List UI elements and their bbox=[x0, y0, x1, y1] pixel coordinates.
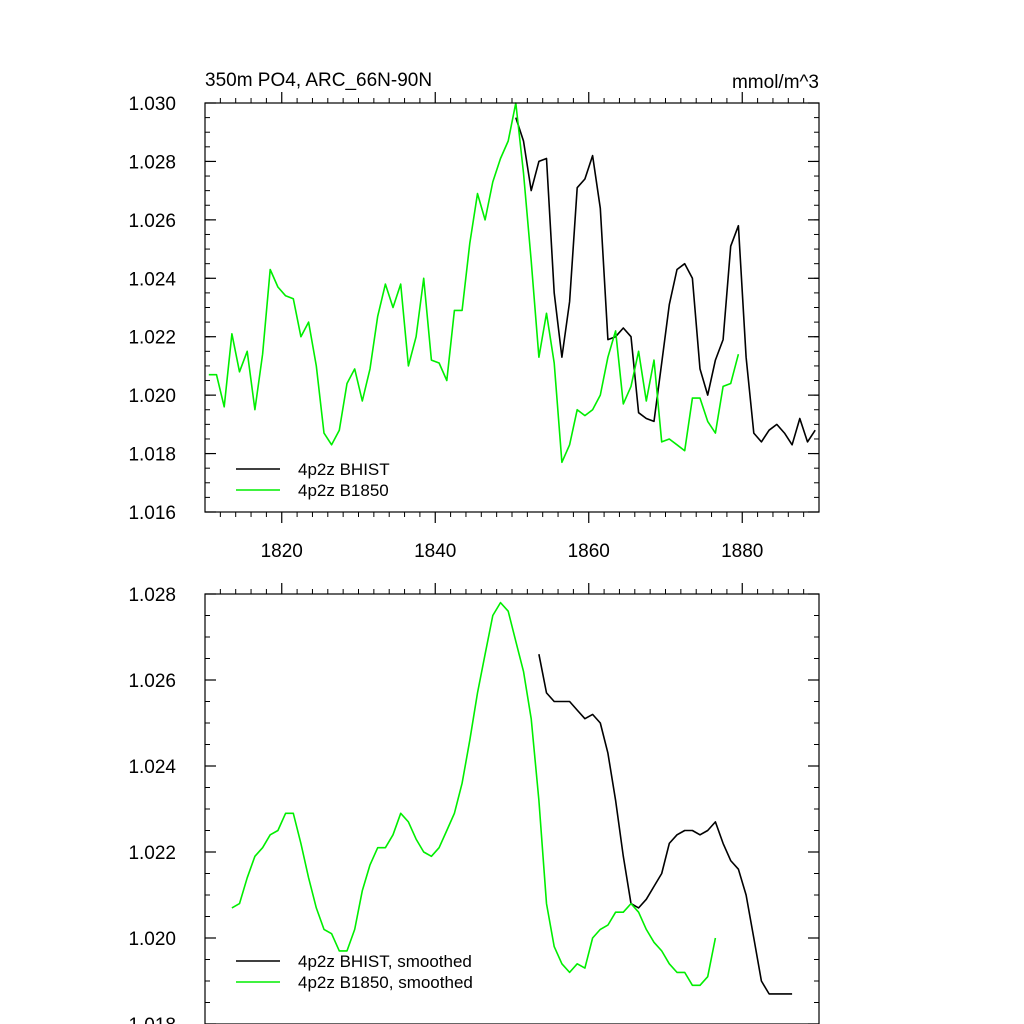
y-tick-label: 1.026 bbox=[128, 211, 176, 232]
bottom-panel: 1.018 1.020 1.022 1.024 1.026 1.028 4p2z BHIS… bbox=[128, 583, 820, 1024]
y-tick-label: 1.026 bbox=[128, 671, 176, 692]
bottom-panel-legend: 4p2z BHIST, smoothed 4p2z B1850, smoothe… bbox=[236, 952, 473, 992]
series-line-b1850 bbox=[208, 102, 740, 464]
x-tick-label: 1860 bbox=[568, 541, 610, 562]
x-tick-label: 1840 bbox=[414, 541, 456, 562]
y-tick-label: 1.020 bbox=[128, 386, 176, 407]
x-tick-label: 1820 bbox=[261, 541, 303, 562]
y-tick-label: 1.022 bbox=[128, 328, 176, 349]
y-tick-label: 1.018 bbox=[128, 1015, 176, 1024]
bottom-panel-series bbox=[231, 601, 793, 995]
top-panel-title: 350m PO4, ARC_66N-90N bbox=[205, 70, 432, 91]
legend-label-b1850: 4p2z B1850 bbox=[298, 481, 389, 500]
legend-label-bhist-smoothed: 4p2z BHIST, smoothed bbox=[298, 952, 472, 971]
top-panel-ticks: 1.016 1.018 1.020 1.022 1.024 1.026 1.028 1.030… bbox=[128, 92, 819, 562]
legend-label-b1850-smoothed: 4p2z B1850, smoothed bbox=[298, 973, 473, 992]
y-tick-label: 1.024 bbox=[128, 757, 176, 778]
top-panel: 350m PO4, ARC_66N-90N mmol/m^3 1.0161.01… bbox=[128, 70, 820, 562]
y-tick-label: 1.022 bbox=[128, 843, 176, 864]
bottom-panel-ticks: 1.018 1.020 1.022 1.024 1.026 1.028 bbox=[128, 583, 819, 1024]
y-tick-label: 1.028 bbox=[128, 585, 176, 606]
y-tick-label: 1.024 bbox=[128, 269, 176, 290]
series-line-b1850 bbox=[231, 601, 717, 987]
y-tick-label: 1.028 bbox=[128, 152, 176, 173]
y-tick-label: 1.030 bbox=[128, 94, 176, 115]
top-panel-frame bbox=[204, 102, 820, 513]
top-panel-units: mmol/m^3 bbox=[732, 72, 819, 93]
x-tick-label: 1880 bbox=[721, 541, 763, 562]
y-tick-label: 1.020 bbox=[128, 929, 176, 950]
series-line-bhist bbox=[538, 654, 793, 995]
y-tick-label: 1.018 bbox=[128, 445, 176, 466]
series-line-bhist bbox=[515, 117, 816, 446]
top-panel-series bbox=[208, 102, 816, 464]
bottom-panel-frame bbox=[204, 593, 820, 1024]
y-tick-label: 1.016 bbox=[128, 503, 176, 524]
top-panel-legend: 4p2z BHIST 4p2z B1850 bbox=[236, 460, 390, 500]
legend-label-bhist: 4p2z BHIST bbox=[298, 460, 390, 479]
